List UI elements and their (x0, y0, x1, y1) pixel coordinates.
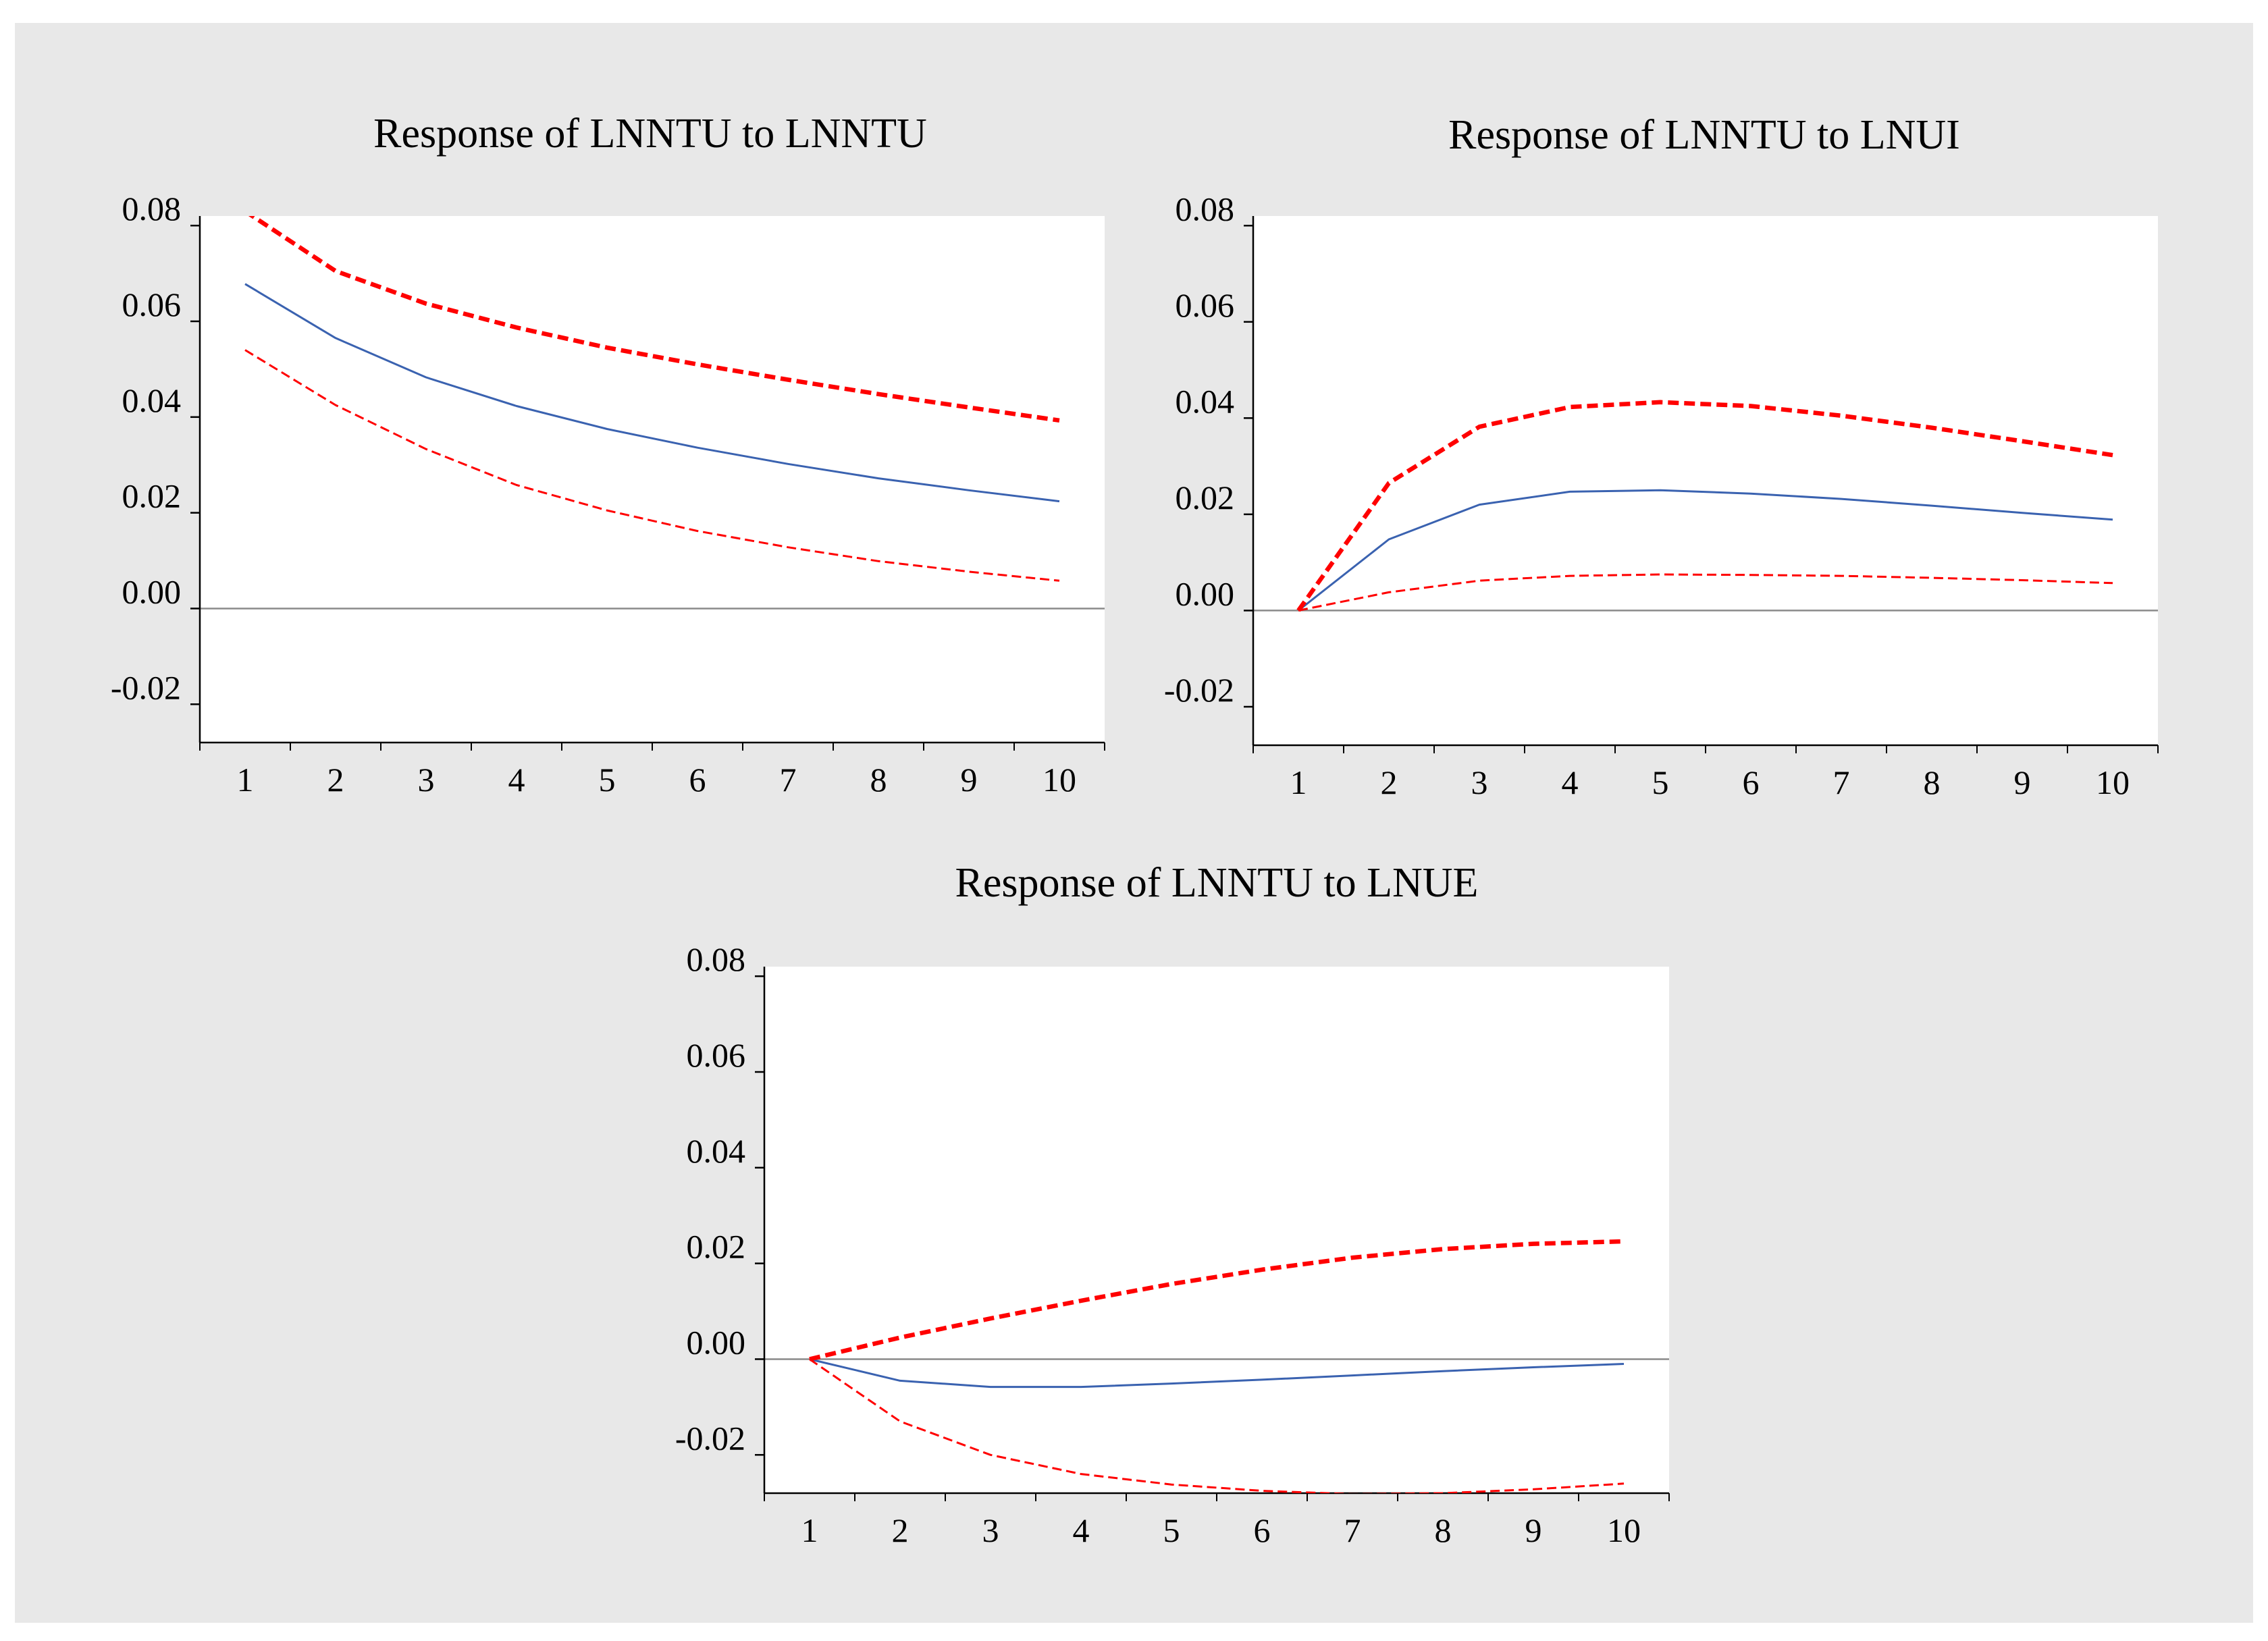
x-tick-label: 4 (1562, 763, 1579, 801)
chart-panel-1: Response of LNNTU to LNNTU 0.08 0.06 0.04 0.… (111, 111, 1105, 799)
x-tick-label: 9 (961, 761, 978, 799)
x-tick-label: 9 (1525, 1511, 1542, 1549)
x-tick-label: 6 (1743, 763, 1760, 801)
y-tick-label: 0.06 (687, 1036, 746, 1074)
series-group (244, 216, 1060, 582)
series-group (809, 1239, 1625, 1493)
x-tick-label: 5 (1163, 1511, 1180, 1549)
plot-area (200, 216, 1105, 743)
chart-panel-3: Response of LNNTU to LNUE 0.08 0.06 0.04 0.0… (675, 860, 1670, 1549)
x-tick-label: 8 (870, 761, 887, 799)
y-tick-label: 0.00 (687, 1323, 746, 1361)
series-line-response (809, 1358, 1625, 1389)
series-group (1296, 400, 2113, 612)
x-tick-label: 6 (1254, 1511, 1271, 1549)
x-tick-label: 7 (1344, 1511, 1361, 1549)
x-tick-label: 3 (982, 1511, 999, 1549)
plot-area (1253, 216, 2158, 745)
x-tick-label: 2 (892, 1511, 909, 1549)
series-line-response (1298, 489, 2113, 612)
x-tick-label: 8 (1924, 763, 1941, 801)
x-tick-label: 10 (2096, 763, 2130, 801)
plot-area (764, 967, 1669, 1493)
y-tick-label: 0.06 (122, 286, 182, 323)
y-tick-label: 0.08 (122, 190, 182, 227)
y-tick-label: 0.02 (1176, 479, 1235, 516)
chart-panel-2: Response of LNNTU to LNUI 0.08 0.06 0.04 0.0… (1164, 112, 2159, 801)
x-tick-label: 9 (2014, 763, 2031, 801)
x-tick-label: 4 (1073, 1511, 1090, 1549)
y-tick-label: 0.00 (1176, 574, 1235, 612)
x-tick-label: 10 (1607, 1511, 1641, 1549)
series-line-upper-band (809, 1239, 1625, 1362)
chart-title: Response of LNNTU to LNNTU (373, 111, 927, 157)
y-tick-label: 0.02 (122, 477, 182, 515)
x-tick-label: 2 (327, 761, 344, 799)
x-tick-label: 5 (1652, 763, 1669, 801)
x-tick-label: 3 (1471, 763, 1488, 801)
x-tick-label: 7 (1833, 763, 1850, 801)
x-tick-label: 3 (418, 761, 435, 799)
y-tick-label: 0.04 (122, 381, 182, 419)
series-line-upper-band (248, 216, 1060, 423)
x-tick-label: 2 (1381, 763, 1398, 801)
y-tick-label: 0.08 (687, 940, 746, 978)
series-line-lower-band (244, 349, 1060, 582)
series-line-upper-band (1296, 400, 2113, 612)
x-tick-label: 8 (1435, 1511, 1452, 1549)
x-tick-label: 6 (689, 761, 706, 799)
x-tick-label: 1 (1290, 763, 1307, 801)
x-tick-label: 7 (780, 761, 797, 799)
chart-title: Response of LNNTU to LNUI (1448, 112, 1960, 158)
y-tick-label: 0.08 (1176, 190, 1235, 227)
y-tick-label: -0.02 (675, 1419, 745, 1457)
series-line-lower-band (1298, 573, 2113, 612)
x-tick-label: 5 (599, 761, 616, 799)
x-tick-label: 1 (237, 761, 254, 799)
y-tick-label: 0.00 (122, 572, 182, 610)
y-tick-label: 0.02 (687, 1228, 746, 1266)
y-tick-label: -0.02 (111, 668, 181, 706)
chart-title: Response of LNNTU to LNUE (955, 860, 1479, 906)
y-tick-label: -0.02 (1164, 671, 1234, 709)
series-line-response (244, 283, 1060, 503)
y-tick-label: 0.04 (1176, 382, 1235, 420)
series-line-lower-band (809, 1358, 1625, 1493)
y-tick-label: 0.06 (1176, 286, 1235, 324)
x-tick-label: 4 (508, 761, 525, 799)
x-tick-label: 1 (801, 1511, 818, 1549)
x-tick-label: 10 (1043, 761, 1076, 799)
y-tick-label: 0.04 (687, 1132, 746, 1170)
